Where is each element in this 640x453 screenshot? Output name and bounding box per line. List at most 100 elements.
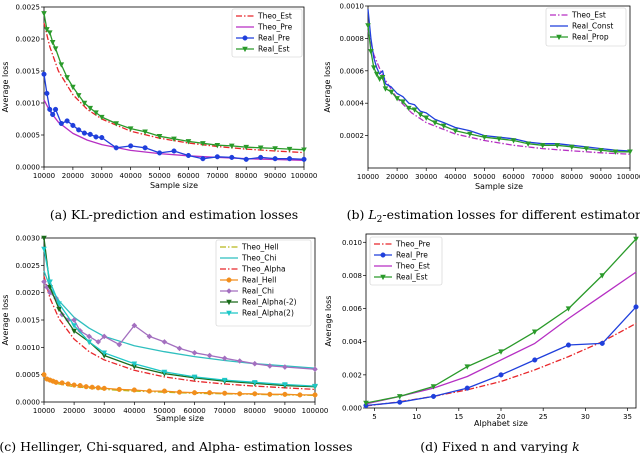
data-point [64, 118, 70, 124]
data-point [93, 134, 99, 140]
data-point [49, 39, 56, 46]
legend-marker [556, 34, 562, 41]
panel-b-l2-losses: 0.0002 0.0004 0.0006 0.0008 0.0010 10000 2000… [323, 3, 640, 226]
data-point [47, 106, 53, 112]
panel-b-ytick-label: 0.0008 [340, 35, 365, 43]
data-point [77, 328, 83, 334]
panel-c-ytick-label: 0.0000 [16, 399, 41, 407]
data-point [297, 392, 303, 398]
data-point [93, 110, 99, 116]
legend-marker [242, 46, 248, 53]
panel-d-series [363, 236, 639, 409]
data-point [50, 111, 56, 118]
data-point [430, 384, 437, 390]
data-point [368, 49, 374, 55]
panel-a-xtick-label: 10000 [33, 172, 55, 180]
panel-a-y-ticks: 0.0000 0.0005 0.0010 0.0015 0.0020 0.0025 [16, 4, 44, 172]
panel-d-ytick-label: 0.004 [342, 338, 363, 346]
data-point [221, 377, 228, 384]
data-point [301, 147, 307, 153]
data-point [206, 352, 213, 359]
legend-marker [380, 274, 386, 281]
data-point [200, 156, 206, 162]
data-point [214, 154, 220, 160]
series-line [367, 9, 631, 152]
data-point [599, 340, 605, 346]
panel-d-caption-prefix: (d) Fixed n and varying [420, 439, 572, 453]
panel-a-xtick-label: 20000 [62, 172, 84, 180]
data-point [382, 86, 389, 92]
series-line [43, 276, 316, 391]
data-point [44, 284, 50, 290]
data-point [58, 62, 65, 68]
panel-a-ytick-label: 0.0015 [16, 68, 41, 76]
panel-c-y-ticks: 0.0000 0.0005 0.0010 0.0015 0.0020 0.0025 0.00… [16, 235, 44, 407]
panel-d-xtick-label: 35 [623, 413, 632, 421]
legend-entry: Real_Hell [242, 276, 276, 285]
panel-c-ytick-label: 0.0015 [16, 317, 41, 325]
data-point [75, 93, 82, 99]
panel-b-ytick-label: 0.0006 [340, 67, 365, 75]
legend-marker [226, 299, 232, 306]
data-point [81, 130, 87, 136]
data-point [417, 112, 424, 118]
panel-a-ytick-label: 0.0005 [16, 132, 41, 140]
panel-b-xtick-label: 10000 [357, 173, 379, 181]
data-point [243, 156, 249, 162]
data-point [312, 366, 318, 372]
data-point [52, 46, 59, 52]
panel-a-xtick-label: 100000 [291, 172, 318, 180]
data-point [41, 11, 47, 17]
data-point [371, 65, 377, 71]
panel-c-ytick-label: 0.0005 [16, 371, 41, 379]
data-point [568, 144, 575, 151]
data-point [156, 134, 163, 140]
legend-entry: Theo_Pre [395, 240, 431, 249]
legend-marker [226, 310, 232, 317]
legend-entry: Theo_Alpha [241, 265, 286, 274]
panel-b-xtick-label: 90000 [590, 173, 612, 181]
panel-a-xtick-label: 70000 [206, 172, 228, 180]
panel-d-y-ticks: 0.000 0.002 0.004 0.006 0.008 0.010 [342, 239, 366, 413]
data-point [464, 364, 471, 370]
legend-entry: Theo_Pre [257, 23, 293, 32]
legend-entry: Real_Pre [258, 34, 290, 43]
panel-d-xtick-label: 5 [372, 413, 376, 421]
panel-c-series-real-hell [41, 372, 318, 398]
data-point [58, 120, 64, 127]
legend-entry: Theo_Est [395, 262, 430, 271]
data-point [53, 379, 59, 385]
data-point [423, 115, 430, 121]
data-point [83, 384, 89, 390]
panel-a-xtick-label: 50000 [148, 172, 170, 180]
data-point [70, 122, 76, 128]
panel-d-caption: (d) Fixed n and varying k [420, 439, 579, 453]
data-point [312, 383, 318, 390]
panel-a-caption: (a) KL-prediction and estimation losses [50, 207, 298, 222]
data-point [498, 372, 504, 378]
data-point [554, 143, 561, 149]
series-line [365, 322, 637, 407]
panel-b-ytick-label: 0.0004 [340, 100, 365, 108]
data-point [131, 387, 137, 393]
legend-entry: Real_Prop [572, 33, 609, 42]
panel-c-ytick-label: 0.0020 [16, 289, 41, 297]
data-point [373, 71, 380, 78]
data-point [56, 306, 62, 313]
legend-marker [226, 288, 232, 294]
data-point [267, 363, 273, 369]
data-point [397, 399, 403, 405]
data-point [565, 306, 572, 312]
data-point [200, 141, 206, 147]
data-point [388, 89, 395, 95]
data-point [496, 136, 502, 142]
panel-d-x-ticks: 5 10 15 20 25 30 35 [372, 408, 632, 421]
data-point [467, 131, 473, 138]
panel-d-legend: Theo_Pre Real_Pre Theo_Est Real_Est [369, 236, 443, 286]
data-point [41, 372, 47, 378]
panel-c-xtick-label: 50000 [153, 407, 175, 415]
panel-a-ytick-label: 0.0020 [16, 36, 41, 44]
data-point [525, 141, 531, 147]
panel-b-xtick-label: 40000 [444, 173, 466, 181]
